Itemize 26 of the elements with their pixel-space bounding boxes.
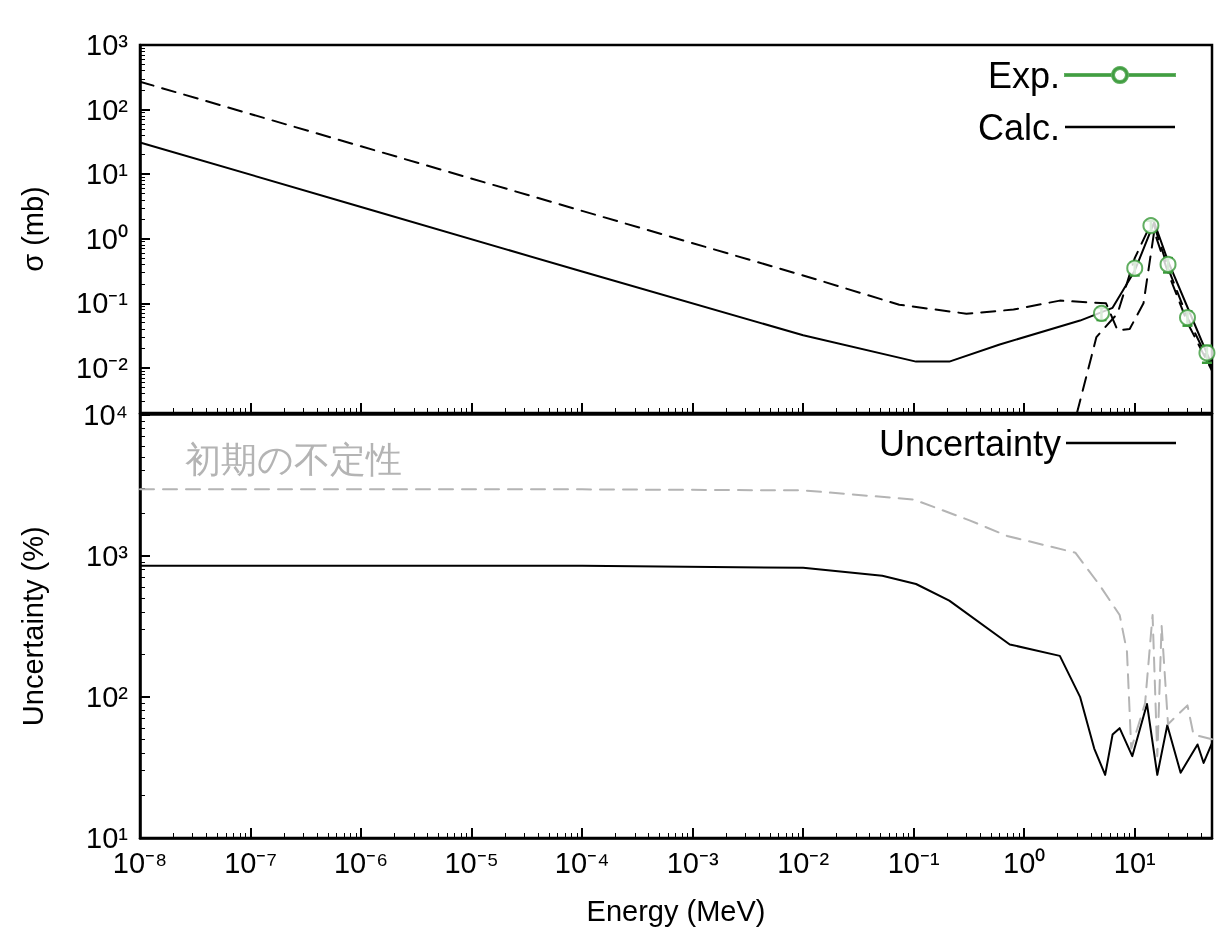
y-tick-label: 10³ bbox=[86, 539, 129, 572]
y-tick-label: 10² bbox=[86, 680, 129, 713]
y-axis-title: Uncertainty (%) bbox=[16, 526, 49, 727]
y-tick-label: 10¹ bbox=[86, 822, 129, 854]
x-tick-label: 10¹ bbox=[1113, 846, 1157, 879]
x-tick-label: 10⁻⁶ bbox=[333, 846, 389, 879]
y-tick-label: 10¹ bbox=[86, 158, 129, 191]
y-axis-title: σ (mb) bbox=[16, 186, 49, 272]
x-tick-label: 10⁰ bbox=[1003, 846, 1046, 879]
x-axis-title: Energy (MeV) bbox=[586, 894, 766, 927]
legend-label: Exp. bbox=[987, 54, 1060, 96]
legend-label: Uncertainty bbox=[878, 422, 1061, 464]
x-tick-label: 10⁻⁵ bbox=[444, 846, 499, 879]
y-tick-label: 10³ bbox=[86, 29, 129, 61]
y-tick-label: 10⁰ bbox=[85, 222, 128, 255]
y-tick-label: 10⁻¹ bbox=[76, 287, 129, 320]
y-tick-label: 10⁻² bbox=[76, 351, 129, 384]
x-tick-label: 10⁻³ bbox=[666, 846, 719, 879]
series-label: 初期の不定性 bbox=[185, 438, 402, 480]
legend-label: Calc. bbox=[977, 106, 1060, 148]
x-tick-label: 10⁻⁷ bbox=[224, 846, 277, 879]
x-tick-label: 10⁻⁴ bbox=[554, 846, 610, 879]
y-tick-label: 10⁴ bbox=[83, 398, 128, 431]
x-tick-label: 10⁻² bbox=[777, 846, 830, 879]
x-tick-label: 10⁻¹ bbox=[887, 846, 940, 879]
y-tick-label: 10² bbox=[86, 93, 129, 126]
